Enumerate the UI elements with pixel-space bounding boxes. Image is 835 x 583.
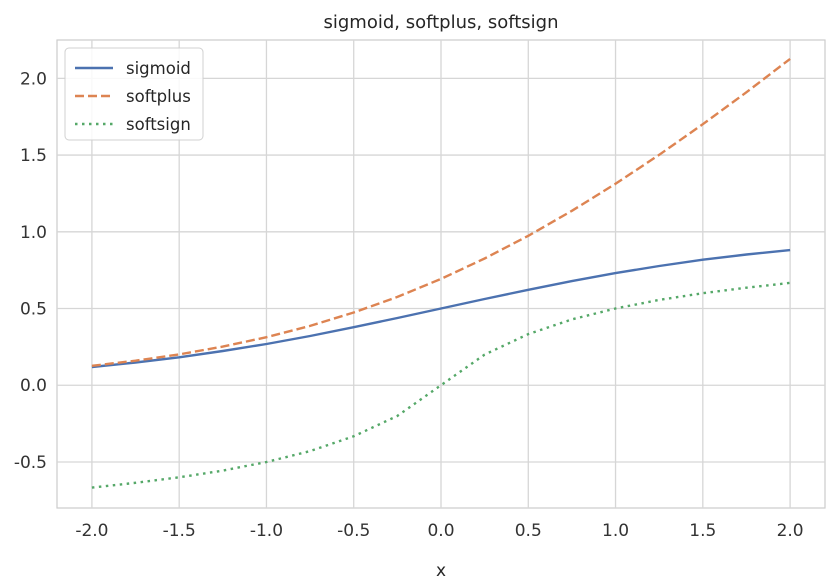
- x-axis-label: x: [436, 561, 446, 581]
- y-tick-label: -0.5: [14, 453, 47, 473]
- series-line-softplus: [91, 57, 791, 367]
- x-tick-label: -1.5: [163, 521, 196, 541]
- legend-box: [64, 47, 204, 141]
- x-tick-label: -1.0: [250, 521, 283, 541]
- x-tick-label: 0.0: [427, 521, 454, 541]
- legend: sigmoid softplus softsign: [64, 47, 204, 141]
- y-tick-label: 2.0: [20, 69, 47, 89]
- x-axis-ticks: -2.0 -1.5 -1.0 -0.5 0.0 0.5 1.0 1.5 2.0: [75, 521, 803, 541]
- grid: [57, 40, 825, 508]
- x-tick-label: -0.5: [337, 521, 370, 541]
- legend-label-softplus: softplus: [126, 87, 191, 106]
- chart-title: sigmoid, softplus, softsign: [323, 12, 558, 33]
- x-tick-label: 1.5: [689, 521, 716, 541]
- legend-label-sigmoid: sigmoid: [126, 59, 191, 78]
- legend-label-softsign: softsign: [126, 115, 191, 134]
- x-tick-label: -2.0: [75, 521, 108, 541]
- y-tick-label: 0.5: [20, 300, 47, 320]
- x-tick-label: 0.5: [515, 521, 542, 541]
- y-tick-label: 1.0: [20, 223, 47, 243]
- series-line-sigmoid: [91, 248, 791, 369]
- x-tick-label: 2.0: [777, 521, 804, 541]
- y-axis-ticks: -0.5 0.0 0.5 1.0 1.5 2.0: [14, 69, 47, 473]
- series-lines: [91, 57, 791, 489]
- x-tick-label: 1.0: [602, 521, 629, 541]
- y-tick-label: 0.0: [20, 376, 47, 396]
- y-tick-label: 1.5: [20, 146, 47, 166]
